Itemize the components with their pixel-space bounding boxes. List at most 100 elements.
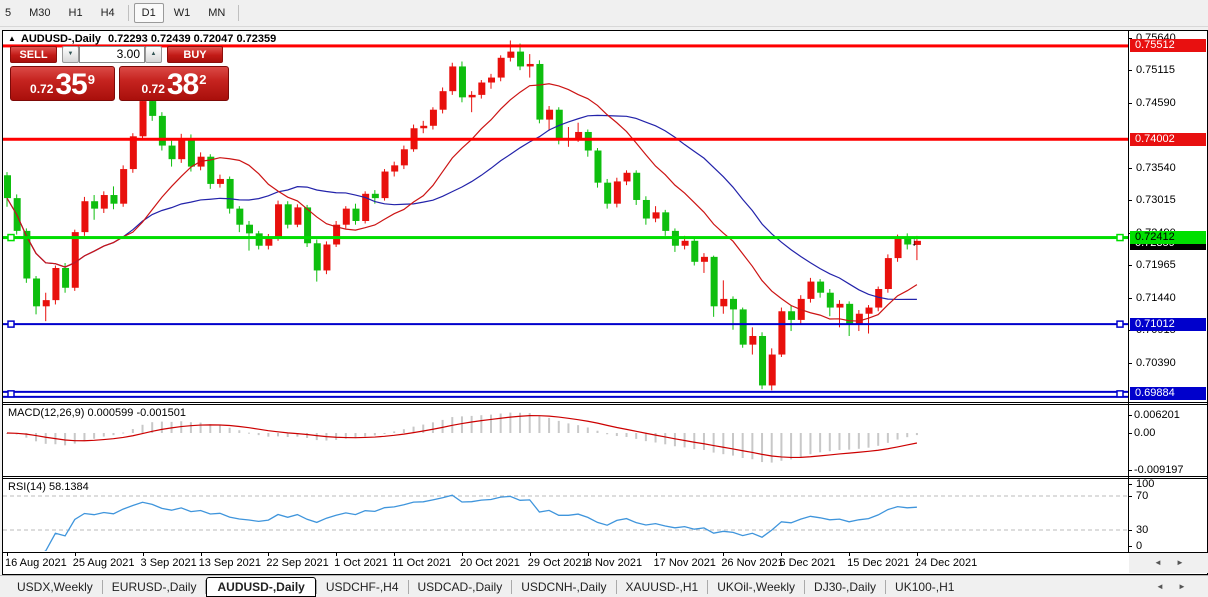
tab-usdcad-daily[interactable]: USDCAD-,Daily [417, 580, 503, 594]
price-tick [1128, 297, 1132, 299]
macd-label: MACD(12,26,9) 0.000599 -0.001501 [8, 407, 186, 419]
date-label: 13 Sep 2021 [198, 557, 261, 569]
timeframe-button-w1[interactable]: W1 [173, 7, 191, 19]
tab-scroll-left-icon[interactable]: ◄ [1156, 582, 1164, 591]
line-handle-marker[interactable] [1116, 320, 1124, 328]
horizontal-line-0.69884[interactable] [3, 390, 1128, 393]
date-tick [461, 553, 463, 556]
horizontal-line-0.69884[interactable] [3, 395, 1128, 398]
rsi-axis-label: 0 [1136, 540, 1143, 552]
date-axis-corner [1129, 553, 1208, 573]
tab-uk100-h1[interactable]: UK100-,H1 [895, 580, 955, 594]
line-handle-marker[interactable] [1116, 233, 1124, 242]
price-tick-label: 0.70390 [1136, 356, 1176, 369]
line-price-badge: 0.74002 [1130, 132, 1206, 146]
buy-price-display[interactable]: 0.72 38 2 [119, 66, 229, 101]
date-tick [7, 553, 8, 556]
date-tick [723, 553, 725, 556]
horizontal-line-0.71012[interactable] [3, 323, 1128, 326]
tab-usdchf-h4[interactable]: USDCHF-,H4 [325, 580, 399, 594]
macd-indicator-pane[interactable] [3, 405, 1128, 475]
tab-scroll-right-icon[interactable]: ► [1178, 582, 1186, 591]
price-tick-label: 0.73540 [1136, 161, 1176, 174]
rsi-axis-label: 100 [1136, 478, 1155, 490]
toolbar-separator [238, 5, 240, 21]
macd-histogram [6, 412, 918, 463]
collapse-triangle-icon[interactable]: ▲ [8, 34, 16, 43]
tab-separator [101, 580, 103, 594]
price-tick [1128, 70, 1132, 72]
date-label: 1 Oct 2021 [334, 557, 388, 569]
rsi-axis-tick [1128, 530, 1132, 531]
macd-axis-tick [1128, 433, 1132, 434]
pane-splitter[interactable] [3, 476, 1207, 477]
line-handle-marker[interactable] [7, 320, 15, 328]
price-tick-label: 0.75115 [1136, 64, 1175, 77]
line-handle-marker[interactable] [7, 233, 15, 242]
tab-usdcnh-daily[interactable]: USDCNH-,Daily [521, 580, 607, 594]
date-scroll-right-icon[interactable]: ► [1176, 558, 1184, 567]
tab-ukoil-weekly[interactable]: UKOil-,Weekly [717, 580, 796, 594]
tab-separator [407, 580, 409, 594]
date-label: 17 Nov 2021 [653, 557, 716, 569]
tab-separator [707, 580, 709, 594]
price-tick-label: 0.73015 [1136, 194, 1176, 207]
tab-xauusd-h1[interactable]: XAUUSD-,H1 [625, 580, 699, 594]
sell-button[interactable]: SELL [10, 46, 57, 63]
line-handle-marker[interactable] [7, 390, 15, 398]
tab-separator [804, 580, 806, 594]
line-handle-marker[interactable] [1116, 390, 1124, 398]
timeframe-button-5[interactable]: 5 [5, 7, 12, 19]
line-price-badge: 0.71012 [1130, 317, 1206, 331]
chart-window [2, 30, 1208, 575]
chart-symbol-label: AUDUSD-,Daily [20, 33, 101, 45]
horizontal-line-0.74002[interactable] [3, 137, 1128, 141]
price-axis-border [1128, 31, 1129, 552]
chart-ohlc-values: 0.72293 0.72439 0.72047 0.72359 [108, 33, 277, 45]
buy-button[interactable]: BUY [167, 46, 223, 63]
date-tick [655, 553, 657, 556]
sell-price-display[interactable]: 0.72 35 9 [10, 66, 115, 101]
timeframe-button-m30[interactable]: M30 [29, 7, 51, 19]
timeframe-button-h4[interactable]: H4 [100, 7, 115, 19]
date-tick [394, 553, 396, 556]
line-price-badge: 0.72412 [1130, 231, 1206, 245]
chart-tab-bar: USDX,Weekly EURUSD-,Daily AUDUSD-,Daily USD… [0, 575, 1208, 597]
tab-dj30-daily[interactable]: DJ30-,Daily [814, 580, 877, 594]
date-label: 8 Nov 2021 [585, 557, 643, 569]
pane-splitter[interactable] [3, 402, 1207, 403]
rsi-axis-tick [1128, 484, 1132, 485]
date-scroll-left-icon[interactable]: ◄ [1154, 558, 1162, 567]
macd-axis-tick [1128, 415, 1132, 416]
horizontal-line-0.75512[interactable] [3, 44, 1128, 48]
timeframe-button-h1[interactable]: H1 [68, 7, 83, 19]
timeframe-button-mn[interactable]: MN [208, 7, 226, 19]
tab-usdx-weekly[interactable]: USDX,Weekly [17, 580, 93, 594]
chart-title: ▲ AUDUSD-,Daily 0.72293 0.72439 0.72047 0.… [8, 33, 276, 45]
rsi-indicator-pane[interactable] [3, 479, 1128, 551]
tab-separator [615, 580, 617, 594]
date-tick [529, 553, 531, 556]
volume-decrease-button[interactable]: ▼ [62, 46, 79, 63]
main-price-chart[interactable]: ↓ [3, 31, 1128, 402]
volume-increase-button[interactable]: ▲ [145, 46, 162, 63]
line-price-badge: 0.75512 [1130, 39, 1206, 53]
ma-fast-line [6, 83, 918, 322]
sell-arrow-marker: ↓ [911, 235, 917, 249]
horizontal-line-0.72412[interactable] [3, 236, 1128, 240]
macd-signal-line [6, 415, 918, 459]
date-label: 25 Aug 2021 [72, 557, 135, 569]
macd-axis-label: 0.00 [1134, 427, 1156, 439]
volume-input[interactable]: 3.00 [79, 46, 145, 63]
pane-splitter[interactable] [3, 478, 1207, 479]
date-tick [142, 553, 144, 556]
pane-splitter[interactable] [3, 404, 1207, 405]
date-tick [268, 553, 270, 556]
date-label: 16 Aug 2021 [5, 557, 67, 569]
price-tick [1128, 265, 1132, 267]
timeframe-button-d1[interactable]: D1 [133, 3, 164, 23]
tab-eurusd-daily[interactable]: EURUSD-,Daily [111, 580, 197, 594]
tab-audusd-daily[interactable]: AUDUSD-,Daily [206, 577, 316, 597]
price-tick [1128, 330, 1132, 332]
